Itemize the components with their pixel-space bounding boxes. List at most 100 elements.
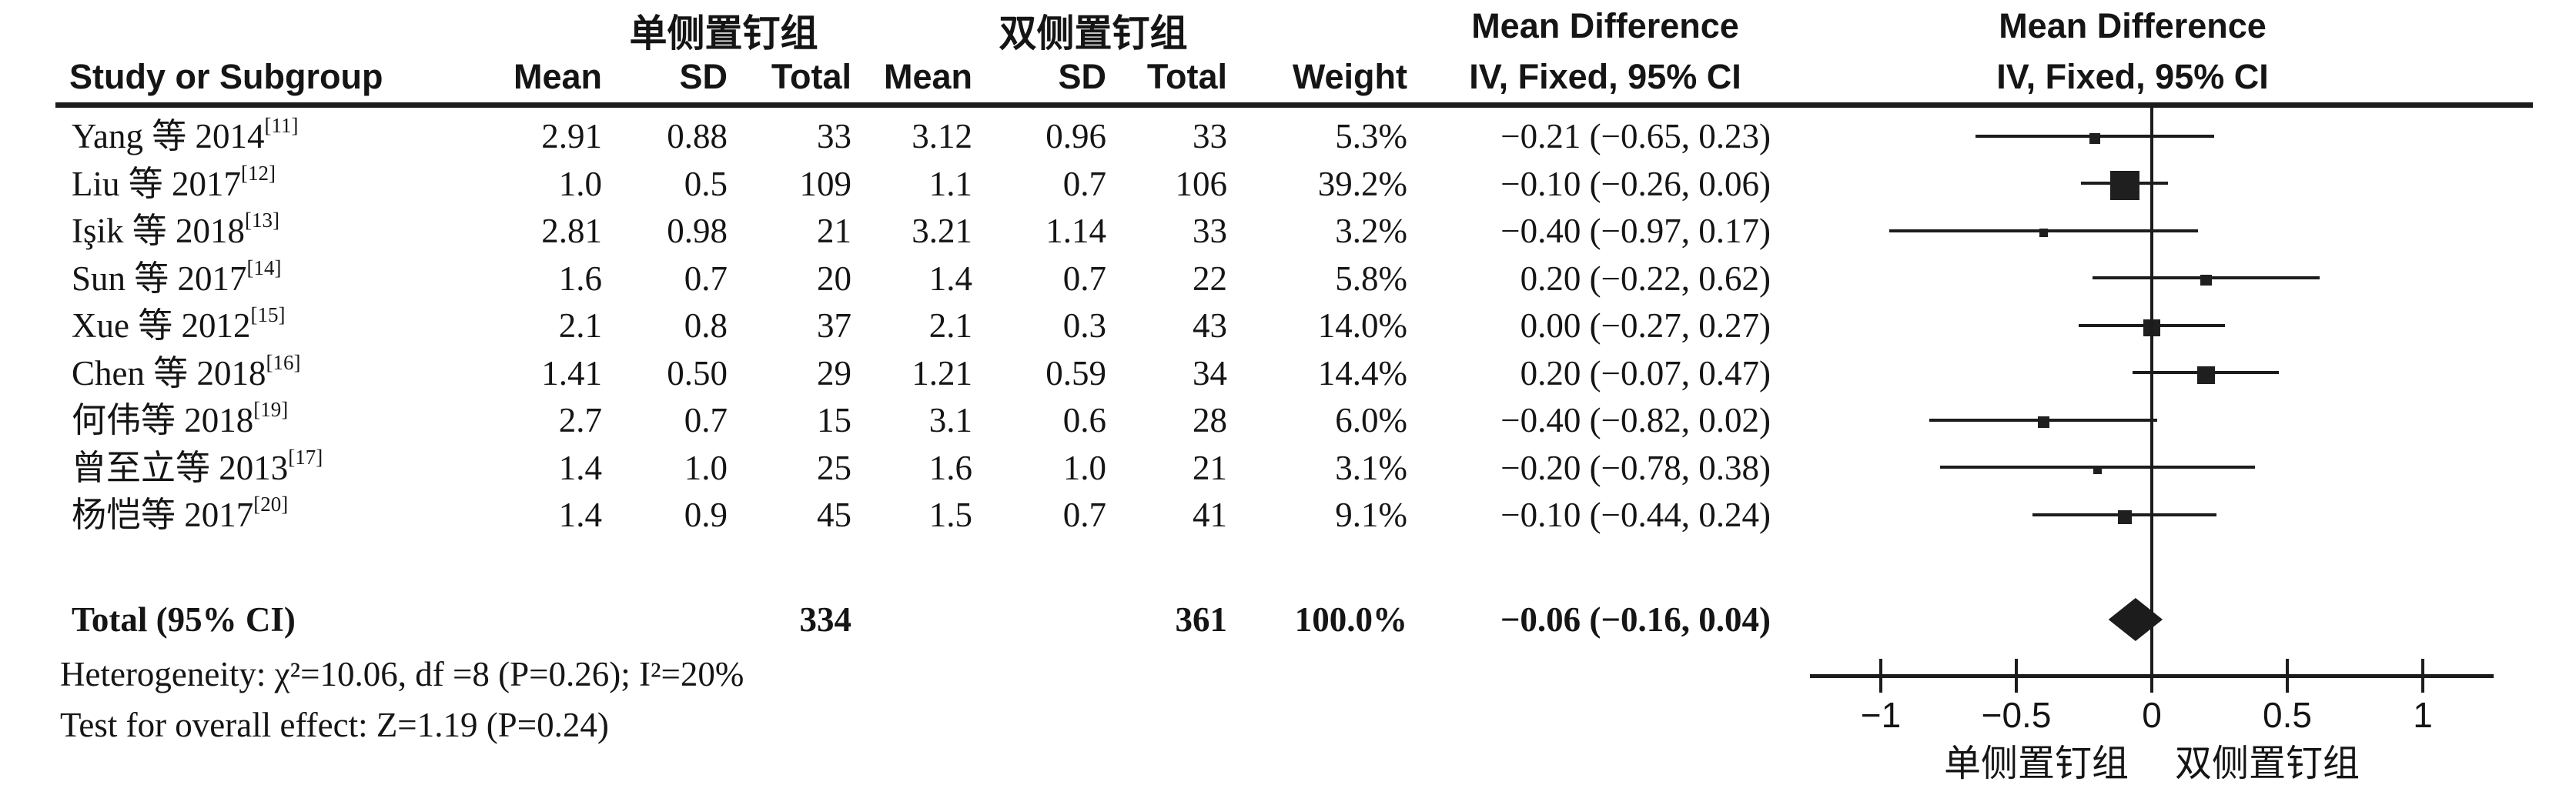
total2-cell: 33 bbox=[1193, 212, 1227, 250]
sd2-cell: 0.59 bbox=[1045, 353, 1106, 392]
total-weight: 100.0% bbox=[1294, 600, 1407, 639]
mean1-column-header: Mean bbox=[513, 57, 602, 96]
table-row: 杨恺等 2017[20] 1.4 0.9 45 1.5 0.7 41 9.1% −0.10 (−… bbox=[0, 491, 1786, 539]
weight-column-header: Weight bbox=[1292, 57, 1407, 96]
table-row: Sun 等 2017[14] 1.6 0.7 20 1.4 0.7 22 5.8% 0.20 (… bbox=[0, 255, 1786, 302]
axis-tick bbox=[1879, 659, 1882, 693]
study-ref: [19] bbox=[253, 398, 289, 421]
weight-cell: 3.2% bbox=[1335, 212, 1407, 250]
overall-effect-note: Test for overall effect: Z=1.19 (P=0.24) bbox=[60, 706, 609, 744]
axis-tick bbox=[2421, 659, 2424, 693]
study-column-header: Study or Subgroup bbox=[69, 57, 383, 96]
study-label: 何伟等 2018[19] bbox=[72, 396, 288, 444]
total-group1-n: 334 bbox=[799, 600, 852, 639]
effect-square bbox=[2039, 229, 2048, 238]
weight-cell: 14.0% bbox=[1317, 306, 1407, 345]
sd1-cell: 0.9 bbox=[684, 496, 728, 534]
ci-text-cell: 0.20 (−0.22, 0.62) bbox=[1520, 259, 1771, 298]
sd2-column-header: SD bbox=[1058, 57, 1106, 96]
study-name: 杨恺等 2017 bbox=[72, 496, 254, 534]
mean1-cell: 2.91 bbox=[541, 117, 602, 155]
sd1-cell: 0.8 bbox=[684, 306, 728, 345]
favours-right-label: 双侧置钉组 bbox=[2175, 743, 2360, 784]
ci-text-cell: 0.20 (−0.07, 0.47) bbox=[1520, 353, 1771, 392]
mean2-cell: 2.1 bbox=[928, 306, 972, 345]
zero-line bbox=[2150, 108, 2153, 676]
weight-cell: 9.1% bbox=[1335, 496, 1407, 534]
study-name: 曾至立等 2013 bbox=[72, 448, 289, 487]
ci-text-cell: −0.40 (−0.97, 0.17) bbox=[1500, 212, 1771, 250]
ci-text-cell: −0.40 (−0.82, 0.02) bbox=[1500, 401, 1771, 439]
mean2-cell: 1.4 bbox=[928, 259, 972, 298]
weight-cell: 5.8% bbox=[1335, 259, 1407, 298]
total2-cell: 43 bbox=[1193, 306, 1227, 345]
mean1-cell: 1.41 bbox=[541, 353, 602, 392]
total1-cell: 29 bbox=[817, 353, 851, 392]
mean2-cell: 1.21 bbox=[912, 353, 972, 392]
study-label: Yang 等 2014[11] bbox=[72, 112, 298, 160]
mean1-cell: 2.81 bbox=[541, 212, 602, 250]
study-name: Xue 等 2012 bbox=[72, 306, 251, 345]
sd2-cell: 0.6 bbox=[1062, 401, 1106, 439]
sd1-cell: 0.88 bbox=[667, 117, 728, 155]
sd1-cell: 1.0 bbox=[684, 448, 728, 487]
study-ref: [13] bbox=[245, 209, 279, 232]
table-row: 曾至立等 2013[17] 1.4 1.0 25 1.6 1.0 21 3.1% −0.20 (… bbox=[0, 444, 1786, 492]
table-row: Chen 等 2018[16] 1.41 0.50 29 1.21 0.59 34 14.4%… bbox=[0, 349, 1786, 397]
mean1-cell: 1.4 bbox=[558, 496, 602, 534]
study-ref: [15] bbox=[250, 303, 286, 326]
study-label: 杨恺等 2017[20] bbox=[72, 491, 288, 539]
table-row: 何伟等 2018[19] 2.7 0.7 15 3.1 0.6 28 6.0% −0.40 (−… bbox=[0, 396, 1786, 444]
total1-cell: 33 bbox=[817, 117, 851, 155]
table-row: Yang 等 2014[11] 2.91 0.88 33 3.12 0.96 33 5.3% −… bbox=[0, 112, 1786, 160]
total2-cell: 41 bbox=[1193, 496, 1227, 534]
effect-square bbox=[2093, 465, 2103, 474]
weight-cell: 5.3% bbox=[1335, 117, 1407, 155]
ci-text-cell: −0.20 (−0.78, 0.38) bbox=[1500, 448, 1771, 487]
total2-cell: 33 bbox=[1193, 117, 1227, 155]
sd2-cell: 0.96 bbox=[1045, 117, 1106, 155]
sd2-cell: 0.3 bbox=[1062, 306, 1106, 345]
total1-cell: 45 bbox=[817, 496, 851, 534]
study-ref: [11] bbox=[264, 114, 299, 137]
mean1-cell: 1.0 bbox=[558, 164, 602, 203]
sd2-cell: 0.7 bbox=[1062, 259, 1106, 298]
study-label: Işik 等 2018[13] bbox=[72, 207, 279, 255]
mean2-column-header: Mean bbox=[883, 57, 972, 96]
sd1-cell: 0.5 bbox=[684, 164, 728, 203]
plot-md-header-line2: IV, Fixed, 95% CI bbox=[1996, 57, 2269, 96]
mean2-cell: 1.6 bbox=[928, 448, 972, 487]
mean1-cell: 1.4 bbox=[558, 448, 602, 487]
mean1-cell: 2.1 bbox=[558, 306, 602, 345]
sd2-cell: 0.7 bbox=[1062, 164, 1106, 203]
sd1-cell: 0.50 bbox=[667, 353, 728, 392]
sd1-column-header: SD bbox=[679, 57, 728, 96]
sd2-cell: 1.14 bbox=[1045, 212, 1106, 250]
total1-cell: 20 bbox=[817, 259, 851, 298]
effect-square bbox=[2117, 509, 2132, 524]
plot-md-header-line1: Mean Difference bbox=[1999, 6, 2267, 45]
study-ref: [20] bbox=[253, 493, 289, 516]
total2-column-header: Total bbox=[1146, 57, 1227, 96]
total1-cell: 15 bbox=[817, 401, 851, 439]
axis-tick-label: 1 bbox=[2413, 695, 2433, 735]
total2-cell: 28 bbox=[1193, 401, 1227, 439]
weight-cell: 3.1% bbox=[1335, 448, 1407, 487]
weight-cell: 14.4% bbox=[1317, 353, 1407, 392]
group2-header: 双侧置钉组 bbox=[999, 13, 1188, 55]
study-ref: [12] bbox=[241, 161, 276, 185]
ci-text-cell: −0.10 (−0.44, 0.24) bbox=[1500, 496, 1771, 534]
md-header-line1: Mean Difference bbox=[1471, 6, 1739, 45]
table-row: Liu 等 2017[12] 1.0 0.5 109 1.1 0.7 106 39.2% −0.… bbox=[0, 160, 1786, 208]
effect-square bbox=[2089, 132, 2100, 144]
total1-column-header: Total bbox=[771, 57, 851, 96]
total1-cell: 109 bbox=[799, 164, 852, 203]
sd1-cell: 0.98 bbox=[667, 212, 728, 250]
mean2-cell: 1.1 bbox=[928, 164, 972, 203]
study-name: 何伟等 2018 bbox=[72, 401, 254, 439]
mean1-cell: 2.7 bbox=[558, 401, 602, 439]
study-name: Liu 等 2017 bbox=[72, 164, 241, 203]
table-row: Xue 等 2012[15] 2.1 0.8 37 2.1 0.3 43 14.0% 0.00 … bbox=[0, 302, 1786, 349]
study-label: 曾至立等 2013[17] bbox=[72, 444, 323, 492]
